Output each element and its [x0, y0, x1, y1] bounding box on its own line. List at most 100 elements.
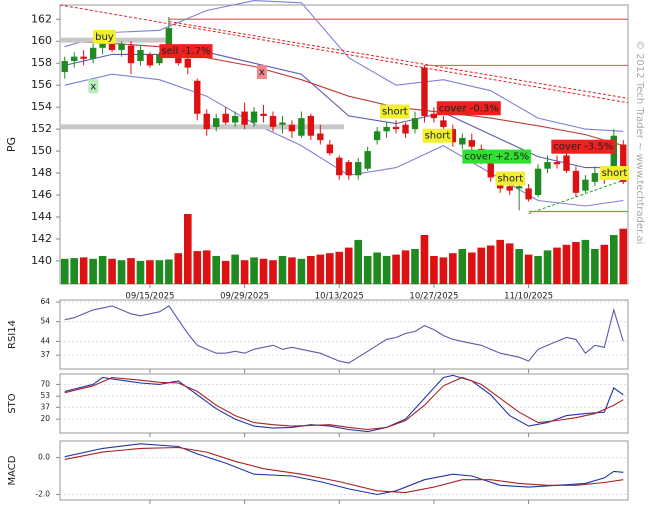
candle-body: [250, 111, 258, 123]
volume-bar: [288, 257, 296, 284]
signal-label: cover +2.5%: [464, 152, 529, 163]
y-axis-label: PG: [5, 137, 18, 152]
candle-body: [99, 41, 106, 48]
candle-body: [298, 118, 305, 136]
candle-body: [231, 115, 239, 123]
candle-body: [449, 129, 457, 143]
y-tick-label: 158: [31, 56, 52, 69]
candle-body: [108, 43, 116, 51]
volume-bar: [70, 258, 78, 284]
y-tick-label: 154: [31, 100, 52, 113]
signal-box: [379, 104, 410, 119]
candle-body: [307, 115, 315, 136]
trend-line: [168, 20, 629, 99]
y-tick-label: 20: [40, 414, 50, 423]
volume-bar: [127, 258, 135, 284]
signal-label: x: [90, 81, 96, 92]
y-tick-label: -2.0: [35, 489, 50, 498]
signal-box: [159, 44, 213, 59]
y-axis-label: MACD: [7, 455, 18, 485]
volume-bar: [259, 258, 268, 284]
candle-body: [355, 162, 362, 176]
trend-line: [59, 4, 629, 104]
candle-body: [430, 113, 438, 119]
volume-bar: [316, 254, 325, 284]
volume-bar: [496, 239, 504, 284]
panel-frame: [59, 4, 629, 285]
volume-bar: [449, 253, 457, 284]
candle-body: [127, 45, 135, 64]
signal-box: [599, 166, 630, 181]
volume-bar: [117, 260, 126, 284]
candle-body: [620, 144, 627, 182]
volume-bar: [344, 247, 353, 284]
candle-body: [515, 186, 523, 189]
volume-bar: [231, 254, 239, 284]
volume-bar: [240, 260, 249, 284]
signal-label: short: [382, 107, 408, 118]
volume-bar: [430, 256, 438, 284]
candle-body: [184, 58, 191, 68]
x-tick-label: 10/27/2025: [409, 292, 458, 302]
volume-bar: [89, 258, 97, 284]
indicator-line: [64, 374, 624, 433]
volume-bar: [136, 260, 145, 284]
trend-line: [528, 178, 629, 215]
signal-label: short: [602, 168, 628, 179]
candle-body: [525, 188, 532, 200]
candle-body: [383, 126, 390, 132]
candle-body: [373, 131, 381, 141]
volume-bar: [326, 253, 334, 284]
volume-bar: [373, 252, 381, 284]
candle-body: [402, 124, 409, 134]
candle-body: [440, 120, 447, 127]
candle-body: [269, 115, 277, 127]
volume-bar: [354, 239, 362, 284]
candle-body: [288, 124, 296, 132]
candle-body: [279, 122, 286, 125]
y-tick-label: 156: [31, 78, 52, 91]
candle-body: [345, 162, 352, 176]
y-tick-label: 37: [40, 402, 50, 411]
candle-body: [572, 170, 580, 193]
candle-body: [591, 173, 599, 182]
y-tick-label: 54: [40, 317, 50, 326]
volume-bar: [165, 259, 173, 284]
volume-bar: [184, 214, 192, 284]
signal-label: cover -3.5%: [553, 142, 613, 153]
volume-bar: [335, 251, 344, 284]
y-tick-label: 140: [31, 254, 52, 267]
volume-bar: [572, 242, 580, 284]
volume-bar: [202, 250, 211, 284]
volume-bar: [278, 256, 287, 284]
y-tick-label: 70: [40, 379, 50, 388]
signal-box: [256, 65, 267, 80]
candle-body: [165, 28, 173, 53]
x-tick-label: 09/15/2025: [125, 292, 174, 302]
volume-bar: [524, 254, 533, 284]
volume-bar: [477, 247, 486, 284]
candle-body: [89, 47, 97, 59]
volume-bar: [591, 249, 599, 284]
y-tick-label: 64: [40, 297, 50, 306]
volume-bar: [221, 260, 230, 284]
volume-bar: [155, 260, 164, 284]
panel-frame: [59, 440, 629, 501]
candle-body: [506, 186, 513, 191]
volume-bar: [297, 258, 306, 284]
signal-label: buy: [95, 32, 114, 43]
candle-body: [582, 179, 589, 191]
candle-body: [156, 54, 163, 64]
volume-bar: [543, 250, 552, 284]
volume-bar: [79, 257, 88, 284]
signal-box: [422, 128, 453, 143]
volume-bar: [382, 256, 391, 284]
x-tick-label: 11/10/2025: [504, 292, 553, 302]
y-tick-label: 146: [31, 188, 52, 201]
signal-label: cover -0.3%: [439, 103, 499, 114]
volume-bar: [600, 244, 609, 284]
volume-bar: [486, 245, 495, 284]
volume-bar: [534, 256, 542, 284]
volume-bar: [439, 257, 448, 284]
candle-body: [203, 113, 210, 130]
